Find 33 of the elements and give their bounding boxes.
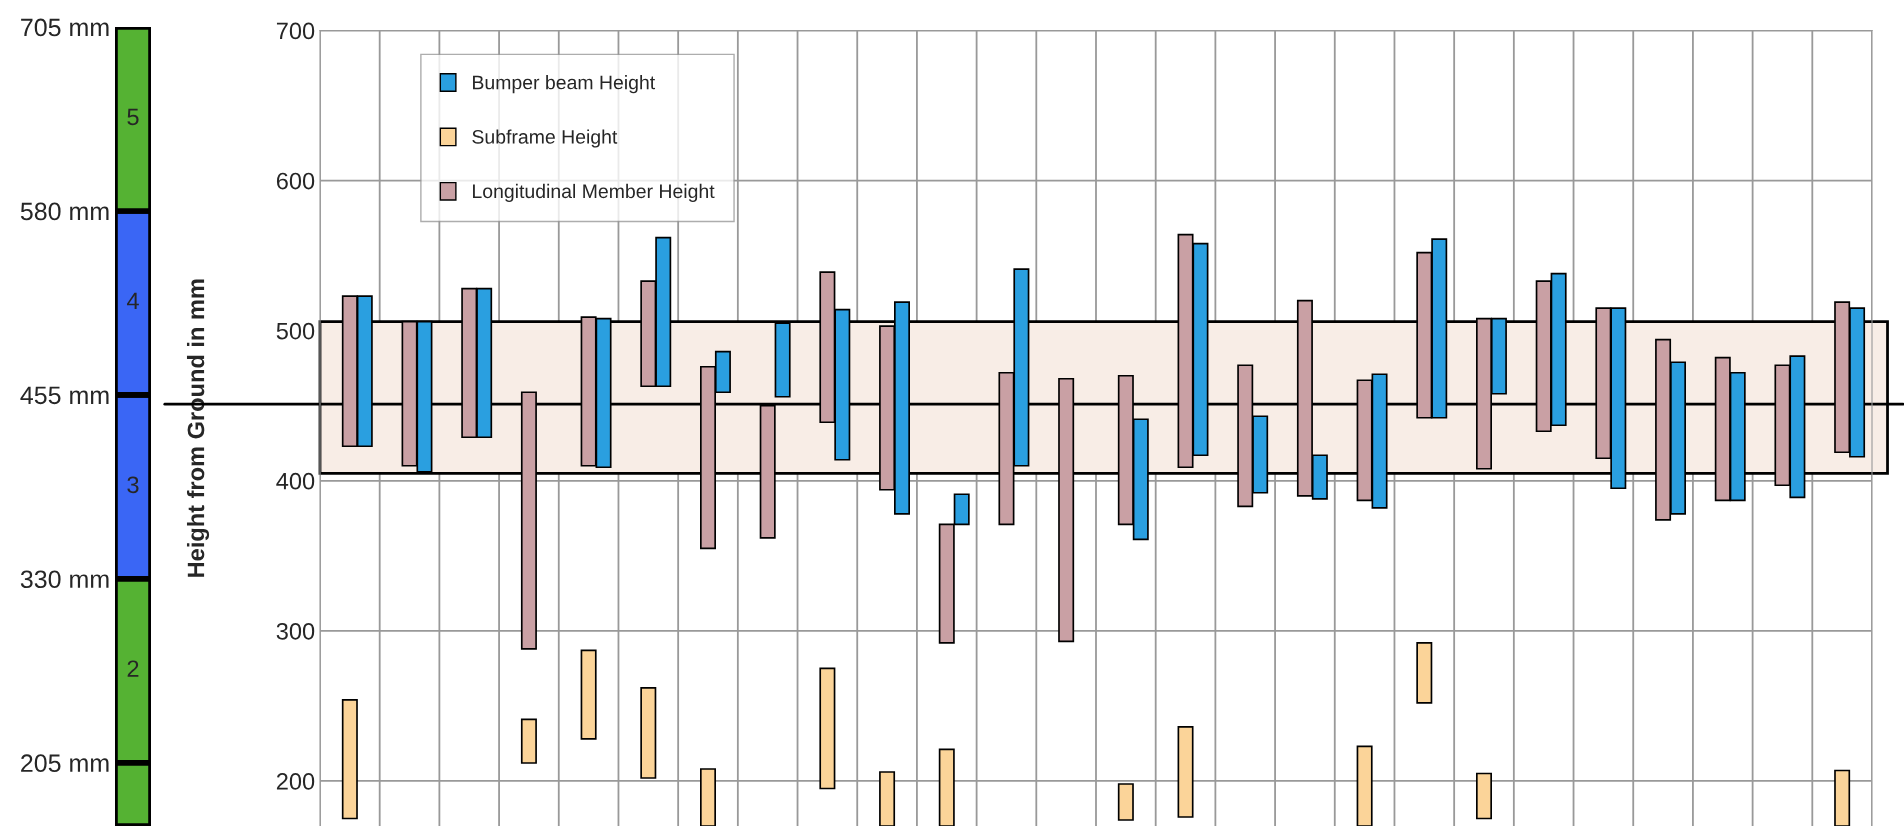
y-tick-label: 330 mm xyxy=(20,570,109,589)
bar xyxy=(879,771,896,826)
y-axis-title: Height from Ground in mm xyxy=(186,279,210,577)
y-tick-label: 600 xyxy=(276,172,315,190)
bar xyxy=(1356,745,1373,826)
bar xyxy=(520,718,537,764)
y-tick-label: 455 mm xyxy=(20,386,109,405)
legend-label: Bumper beam Height xyxy=(473,75,656,94)
y-tick-label: 705 mm xyxy=(21,18,109,37)
bar xyxy=(1416,642,1433,704)
annotation: 4 xyxy=(126,292,139,309)
annotation: 3 xyxy=(127,476,139,494)
bar xyxy=(640,687,657,779)
annotation: 2 xyxy=(127,660,139,677)
y-tick-label: 200 xyxy=(276,773,315,790)
bar xyxy=(938,748,955,826)
legend-label: Longitudinal Member Height xyxy=(473,183,715,202)
bar xyxy=(1476,772,1492,820)
bar xyxy=(700,768,716,826)
bar xyxy=(1177,726,1194,818)
y-tick-label: 700 xyxy=(276,22,315,40)
y-tick-label: 300 xyxy=(276,622,315,640)
bar xyxy=(1834,769,1851,826)
y-tick-label: 205 mm xyxy=(21,754,109,773)
bar xyxy=(819,667,836,790)
bar xyxy=(341,699,358,820)
annotation: 5 xyxy=(127,108,139,126)
bar xyxy=(1117,783,1134,821)
bar xyxy=(580,649,597,740)
legend-label: Subframe Height xyxy=(472,129,618,148)
y-tick-label: 500 xyxy=(276,322,315,340)
y-tick-label: 580 mm xyxy=(20,202,109,221)
y-tick-label: 400 xyxy=(276,472,315,490)
